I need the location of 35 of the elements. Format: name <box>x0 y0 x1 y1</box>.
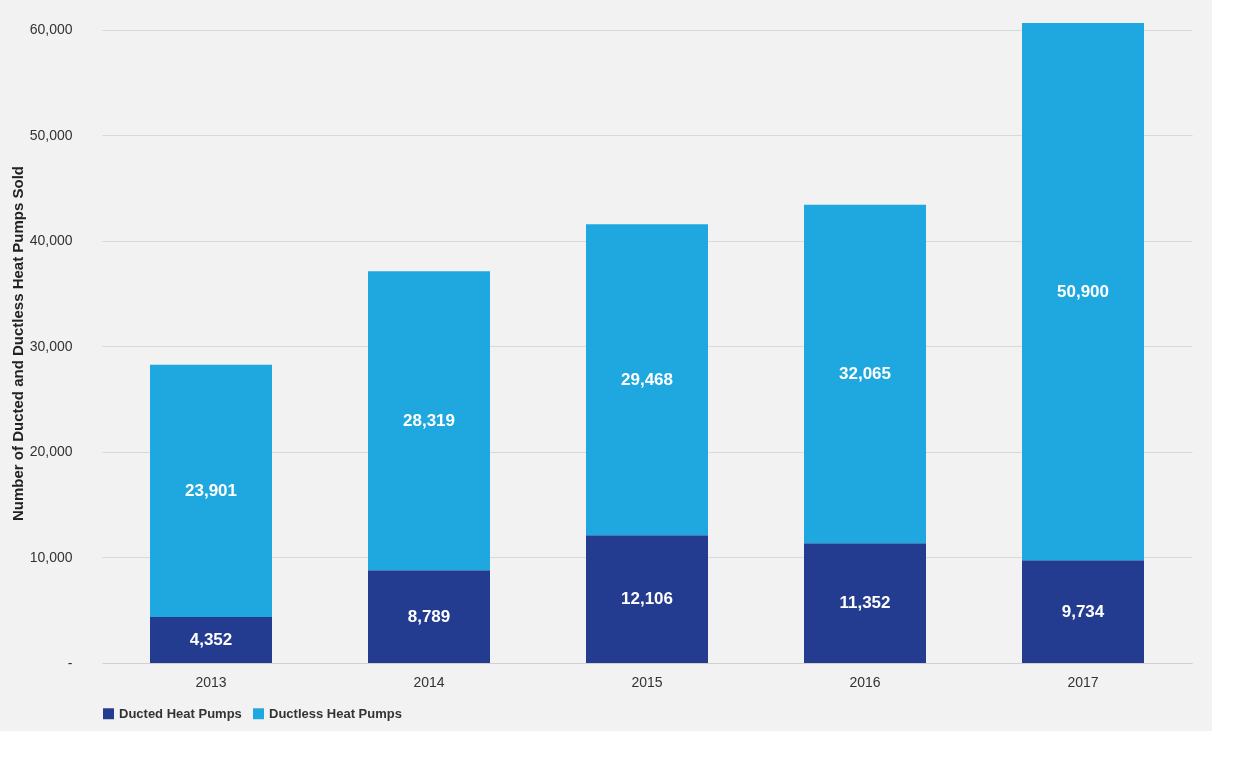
y-tick-label: 30,000 <box>29 337 73 354</box>
data-label: 28,319 <box>403 410 455 430</box>
data-label: 29,468 <box>621 369 673 389</box>
y-tick-label: - <box>67 654 73 671</box>
data-label: 9,734 <box>1061 601 1105 621</box>
data-label: 32,065 <box>839 363 891 383</box>
y-axis-title: Number of Ducted and Ductless Heat Pumps Sold <box>8 165 26 522</box>
data-label: 23,901 <box>185 480 237 500</box>
bar <box>150 364 272 618</box>
bar <box>586 535 708 663</box>
bar <box>1022 23 1144 561</box>
x-tick-label: 2015 <box>631 673 663 690</box>
bar <box>1022 560 1144 663</box>
x-tick-label: 2014 <box>413 673 445 690</box>
x-tick-label: 2017 <box>1067 673 1099 690</box>
bar <box>368 271 490 571</box>
data-label: 8,789 <box>407 606 451 626</box>
y-tick-label: 50,000 <box>29 126 73 143</box>
bar <box>150 617 272 663</box>
y-tick-label: 20,000 <box>29 443 73 460</box>
bar <box>368 570 490 663</box>
bar <box>804 543 926 663</box>
legend-label: Ductless Heat Pumps <box>269 705 402 721</box>
y-tick-label: 40,000 <box>29 232 73 249</box>
data-label: 12,106 <box>621 589 673 609</box>
data-label: 50,900 <box>1057 281 1109 301</box>
x-tick-label: 2013 <box>195 673 227 690</box>
legend-label: Ducted Heat Pumps <box>119 705 242 721</box>
data-label: 4,352 <box>189 630 233 650</box>
bar <box>804 204 926 544</box>
bar <box>586 224 708 536</box>
x-tick-label: 2016 <box>849 673 881 690</box>
y-tick-label: 60,000 <box>29 21 73 38</box>
y-tick-label: 10,000 <box>29 548 73 565</box>
data-label: 11,352 <box>839 593 891 613</box>
